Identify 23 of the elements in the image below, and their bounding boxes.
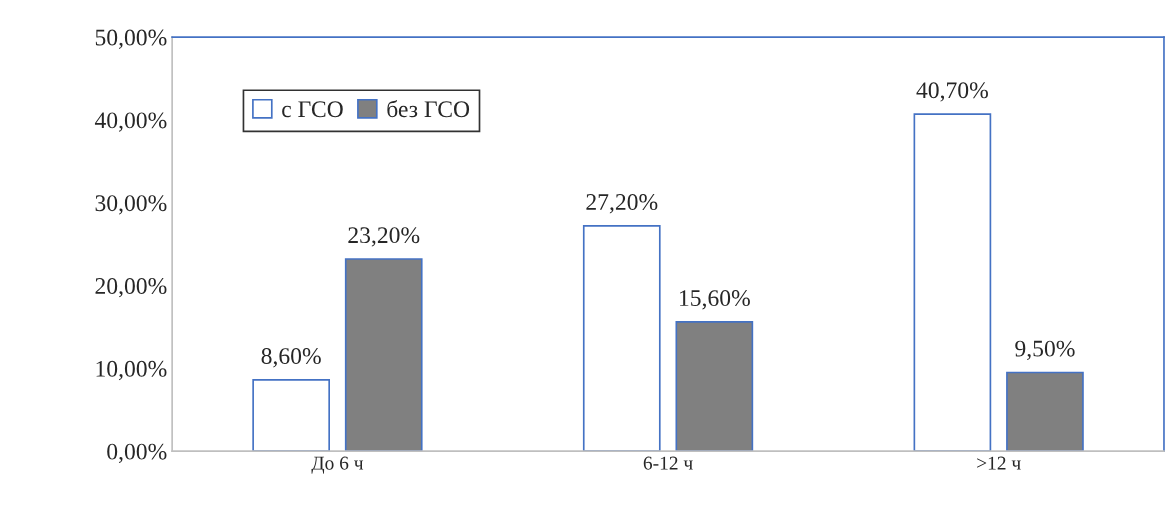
bar [1006,371,1084,452]
bar [582,225,661,452]
y-tick-label: 50,00% [95,29,167,49]
bar [913,113,992,452]
data-label: 27,20% [586,194,658,214]
bar [252,379,331,452]
data-label: 23,20% [348,227,420,247]
data-label: 8,60% [261,348,321,368]
x-tick-label: 6-12 ч [643,456,693,470]
x-tick-label: >12 ч [977,456,1021,470]
x-tick-label: До 6 ч [311,456,364,474]
y-tick-label: 30,00% [95,195,167,215]
y-tick-label: 20,00% [95,278,167,298]
bar [675,321,754,452]
data-label: 9,50% [1015,340,1075,360]
y-tick-label: 0,00% [107,443,167,463]
legend-label: без ГСО [387,100,470,118]
y-tick-label: 10,00% [96,360,167,381]
bar [344,258,423,452]
data-label: 40,70% [916,82,988,102]
data-label: 15,60% [680,290,750,310]
legend-label: с ГСО [282,101,343,118]
y-tick-label: 40,00% [94,112,167,132]
